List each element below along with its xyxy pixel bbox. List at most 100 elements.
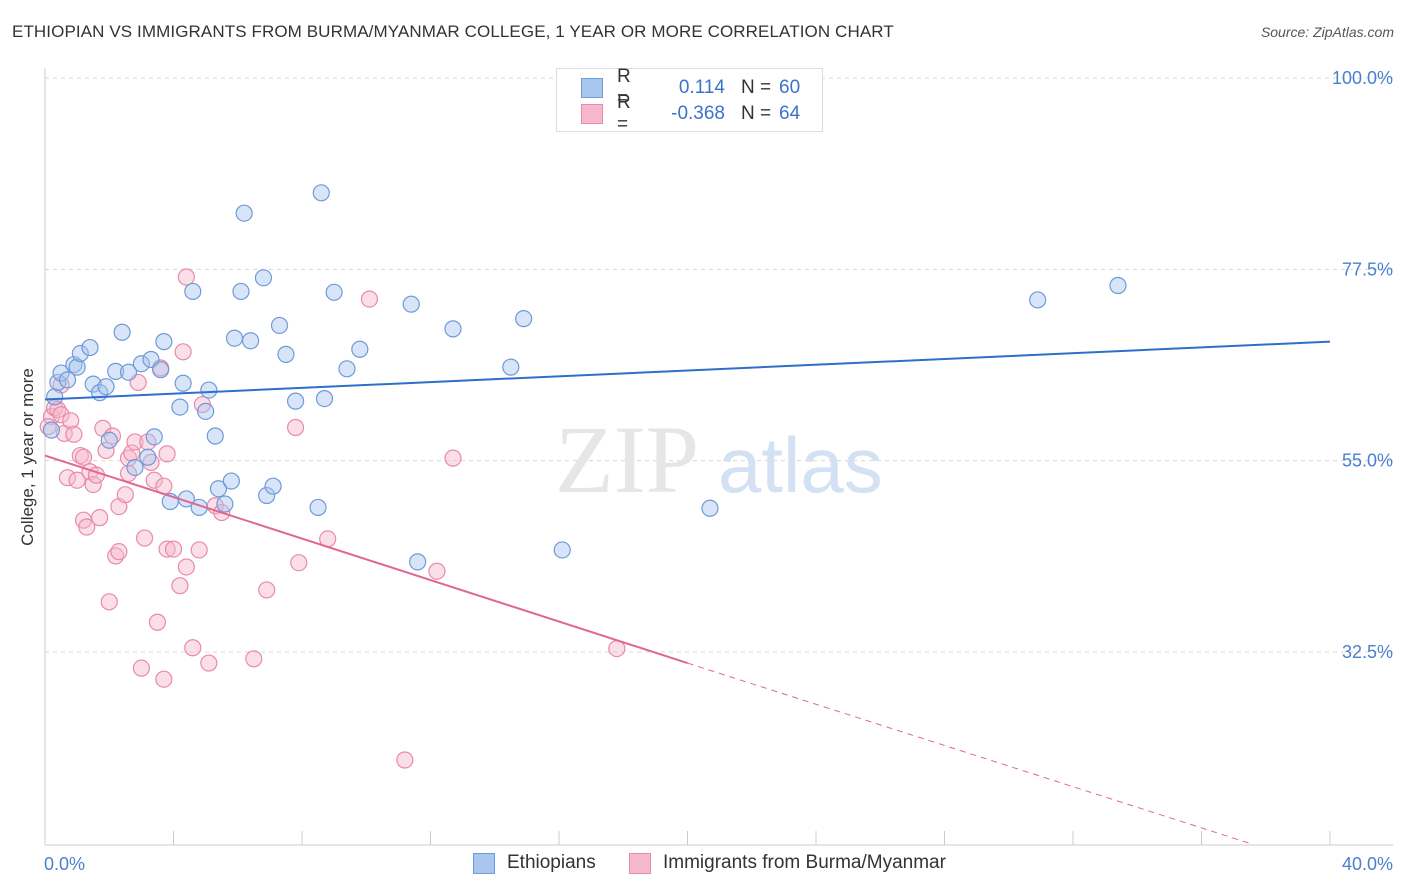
series-burma-points bbox=[39, 268, 626, 769]
burma-point bbox=[135, 529, 154, 547]
ethiopians-point bbox=[171, 398, 189, 416]
ethiopians-point bbox=[119, 363, 138, 381]
burma-point bbox=[360, 290, 379, 308]
burma-point bbox=[145, 471, 163, 489]
legend-r-label: R = bbox=[617, 92, 631, 135]
legend-r-value: -0.368 bbox=[671, 103, 725, 124]
ethiopians-point bbox=[132, 355, 150, 373]
burma-point bbox=[190, 541, 208, 559]
ethiopians-point bbox=[553, 541, 571, 559]
burma-point bbox=[396, 751, 414, 769]
ethiopians-point bbox=[1109, 276, 1127, 295]
ethiopians-point bbox=[216, 495, 234, 513]
ethiopians-point bbox=[515, 310, 533, 328]
ethiopians-point bbox=[107, 362, 125, 380]
burma-point bbox=[177, 558, 195, 576]
ethiopians-point bbox=[200, 381, 218, 399]
ethiopians-point bbox=[49, 373, 67, 392]
ethiopians-point bbox=[100, 431, 118, 449]
burma-point bbox=[164, 540, 183, 558]
ethiopians-point bbox=[52, 364, 70, 382]
burma-point bbox=[49, 401, 67, 419]
legend-n-label: N = bbox=[741, 77, 772, 98]
ethiopians-point bbox=[264, 477, 282, 495]
legend-r-value: 0.114 bbox=[678, 77, 725, 98]
ethiopians-point bbox=[286, 392, 305, 410]
burma-point bbox=[132, 659, 150, 677]
burma-point bbox=[68, 471, 86, 489]
ethiopians-point bbox=[338, 360, 356, 378]
burma-point bbox=[126, 433, 144, 451]
ethiopians-trend-line bbox=[44, 340, 1331, 401]
burma-point bbox=[177, 268, 195, 286]
source-label: Source: ZipAtlas.com bbox=[1260, 24, 1394, 40]
ethiopians-point bbox=[277, 345, 295, 363]
ethiopians-point bbox=[258, 486, 276, 505]
watermark-atlas: atlas bbox=[718, 421, 883, 509]
burma-point bbox=[91, 509, 109, 527]
burma-point bbox=[119, 464, 138, 483]
ethiopians-point bbox=[58, 371, 77, 389]
tick-labels: 32.5% 55.0% 77.5% 100.0% 0.0% 40.0% bbox=[44, 68, 1393, 874]
watermark-zip: ZIP bbox=[555, 406, 699, 513]
burma-point bbox=[290, 554, 308, 572]
legend-swatch-burma bbox=[629, 852, 651, 874]
ethiopians-point bbox=[222, 472, 240, 490]
burma-trend-extension bbox=[687, 662, 1250, 844]
ethiopians-point bbox=[270, 316, 289, 335]
legend-n-label: N = bbox=[741, 103, 772, 124]
y-axis-label: College, 1 year or more bbox=[18, 368, 37, 546]
ethiopians-point bbox=[155, 333, 173, 351]
burma-point bbox=[65, 425, 83, 443]
burma-point bbox=[155, 670, 173, 688]
burma-point bbox=[116, 486, 134, 504]
legend-swatch-pink bbox=[581, 104, 603, 124]
burma-point bbox=[184, 639, 202, 657]
ethiopians-point bbox=[139, 448, 157, 466]
burma-point bbox=[110, 543, 128, 561]
ethiopians-point bbox=[84, 375, 102, 393]
legend-item-ethiopians[interactable]: Ethiopians bbox=[473, 852, 596, 874]
ethiopians-point bbox=[232, 282, 250, 301]
legend-row-burma: R = -0.368 N = 64 bbox=[581, 92, 801, 135]
y-tick-label: 77.5% bbox=[1342, 259, 1393, 279]
ethiopians-point bbox=[242, 332, 260, 350]
chart-title: ETHIOPIAN VS IMMIGRANTS FROM BURMA/MYANM… bbox=[12, 22, 894, 41]
ethiopians-point bbox=[444, 320, 462, 338]
ethiopians-point bbox=[325, 283, 343, 301]
series-legend: Ethiopians Immigrants from Burma/Myanmar bbox=[0, 852, 1406, 878]
burma-trend-line bbox=[44, 454, 688, 665]
y-tick-label: 100.0% bbox=[1332, 68, 1393, 88]
burma-point bbox=[123, 444, 141, 462]
legend-item-burma[interactable]: Immigrants from Burma/Myanmar bbox=[629, 852, 946, 874]
ethiopians-point bbox=[81, 338, 99, 357]
legend-n-value: 64 bbox=[779, 103, 801, 124]
ethiopians-point bbox=[1029, 291, 1047, 309]
burma-point bbox=[286, 418, 305, 437]
burma-point bbox=[100, 593, 118, 611]
ethiopians-point bbox=[71, 344, 89, 363]
ethiopians-point bbox=[225, 329, 244, 347]
ethiopians-point bbox=[209, 480, 228, 498]
burma-point bbox=[171, 577, 189, 595]
series-ethiopians-points bbox=[42, 184, 1127, 571]
burma-point bbox=[52, 406, 70, 424]
burma-point bbox=[58, 469, 77, 487]
burma-point bbox=[74, 448, 93, 466]
ethiopians-point bbox=[402, 295, 420, 313]
y-tick-label: 32.5% bbox=[1342, 642, 1393, 662]
ethiopians-point bbox=[68, 358, 86, 376]
ethiopians-point bbox=[126, 458, 144, 477]
ethiopians-point bbox=[315, 389, 334, 408]
stats-legend: R = 0.114 N = 60 R = -0.368 N = 64 bbox=[556, 66, 823, 135]
ethiopians-point bbox=[197, 402, 215, 420]
ethiopians-point bbox=[235, 204, 253, 222]
burma-point bbox=[428, 562, 446, 580]
ethiopians-point bbox=[254, 269, 273, 287]
burma-point bbox=[245, 650, 263, 668]
y-tick-label: 55.0% bbox=[1342, 451, 1393, 471]
burma-point bbox=[158, 445, 176, 463]
ethiopians-point bbox=[502, 358, 520, 376]
legend-swatch-blue bbox=[581, 78, 603, 98]
